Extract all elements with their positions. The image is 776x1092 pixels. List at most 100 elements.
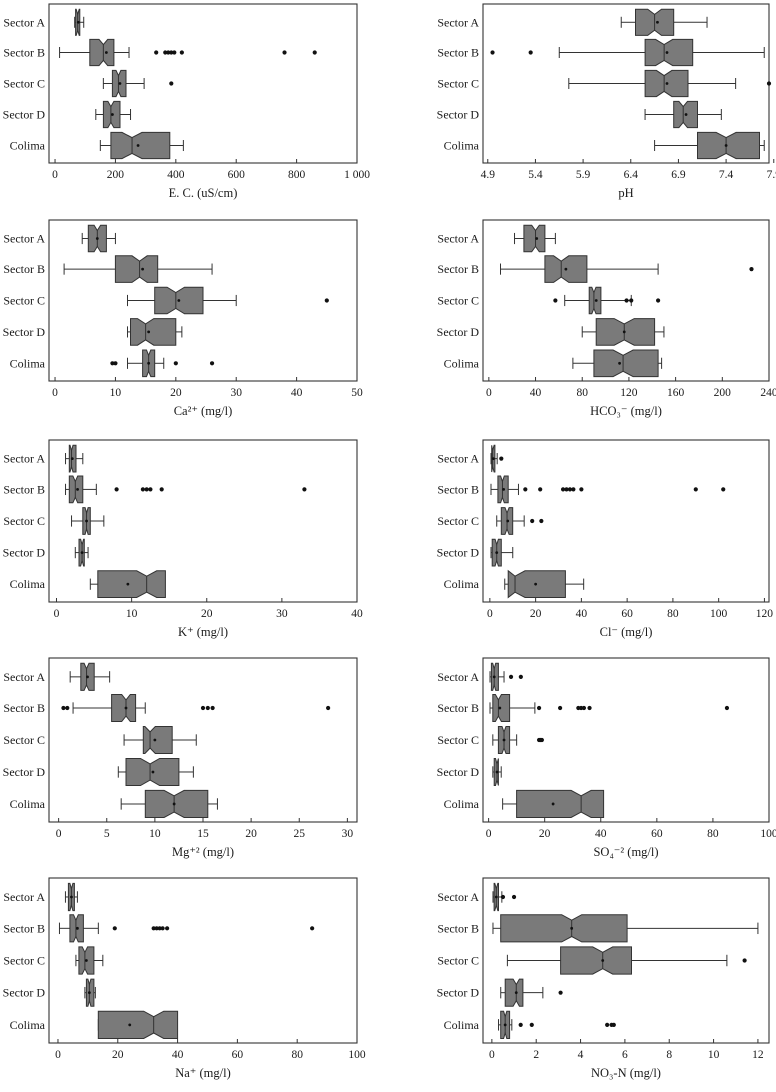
category-label: Sector D — [3, 546, 46, 560]
box-group: Sector B — [437, 38, 765, 67]
mean-marker — [492, 675, 496, 679]
outlier-point — [326, 705, 331, 711]
outlier-point — [656, 298, 661, 303]
x-tick-label: 60 — [651, 828, 663, 840]
outlier-point — [571, 487, 576, 492]
mean-marker — [684, 113, 688, 116]
outlier-point — [210, 705, 215, 711]
box-group: Colima — [444, 569, 585, 599]
box-body — [697, 131, 760, 160]
chart-panel-cl: 0 20 40 60 80 100 120 Cl⁻ (mg/l) Sector A Sector … — [437, 439, 773, 639]
x-tick-label: 100 — [348, 1049, 366, 1061]
box-group: Sector D — [3, 538, 89, 567]
x-tick-label: 20 — [112, 1049, 124, 1061]
mean-marker — [656, 20, 659, 24]
mean-marker — [494, 895, 498, 899]
category-label: Sector A — [3, 670, 45, 684]
category-label: Sector D — [437, 546, 480, 560]
outlier-point — [528, 50, 533, 55]
x-tick-label: 12 — [752, 1049, 764, 1061]
x-tick-label: 7.9 — [767, 169, 776, 181]
x-tick-label: 40 — [595, 828, 607, 840]
x-axis-label: Na⁺ (mg/l) — [175, 1066, 231, 1080]
box-body — [500, 914, 628, 943]
box-group: Colima — [444, 349, 663, 378]
x-tick-label: 0 — [52, 169, 58, 181]
category-label: Sector A — [437, 15, 479, 29]
outlier-point — [766, 81, 772, 86]
mean-marker — [80, 551, 84, 554]
chart-panel-k: 0 10 20 30 40 K⁺ (mg/l) Sector A Sector B Sector… — [3, 439, 363, 639]
chart-panel-na: 0 20 40 60 80 100 Na⁺ (mg/l) Sector A Sector B Se… — [3, 877, 366, 1080]
category-label: Sector B — [3, 921, 45, 935]
mean-marker — [594, 299, 598, 302]
outlier-point — [302, 487, 307, 492]
outlier-point — [144, 487, 149, 492]
outlier-point — [530, 518, 535, 524]
x-tick-label: 600 — [228, 169, 246, 181]
category-label: Sector B — [437, 262, 479, 276]
x-axis-label: NO₃-N (mg/l) — [591, 1066, 661, 1080]
x-tick-label: 40 — [351, 608, 363, 620]
category-label: Sector A — [437, 670, 479, 684]
mean-marker — [151, 770, 155, 774]
box-group: Sector B — [3, 475, 307, 504]
category-label: Sector D — [3, 986, 46, 1000]
x-tick-label: 80 — [707, 828, 719, 840]
box-group: Sector C — [437, 69, 772, 98]
mean-marker — [70, 895, 73, 899]
box-body — [560, 946, 632, 975]
mean-marker — [76, 20, 80, 24]
box-body — [89, 38, 115, 67]
outlier-point — [160, 926, 165, 931]
mean-marker — [147, 361, 151, 365]
box-body — [68, 475, 84, 504]
x-tick-label: 7.4 — [719, 169, 734, 181]
x-tick-label: 40 — [291, 387, 303, 399]
outlier-point — [312, 50, 317, 55]
box-group: Sector C — [437, 286, 661, 315]
chart-panel-mg: 0 5 10 15 20 25 30 Mg⁺² (mg/l) Sector A Sector B S… — [3, 657, 358, 859]
box-group: Sector C — [3, 726, 197, 754]
x-tick-label: 1 000 — [344, 169, 370, 181]
category-label: Sector A — [3, 15, 45, 29]
box-group: Sector A — [3, 882, 78, 912]
mean-marker — [570, 926, 574, 930]
outlier-point — [508, 674, 514, 679]
category-label: Sector B — [437, 921, 479, 935]
outlier-point — [587, 705, 592, 711]
outlier-point — [114, 487, 119, 492]
outlier-point — [159, 487, 164, 492]
x-tick-label: 10 — [126, 608, 138, 620]
mean-marker — [495, 770, 499, 774]
x-tick-label: 50 — [351, 387, 363, 399]
category-label: Sector C — [437, 514, 479, 528]
category-label: Sector C — [3, 514, 45, 528]
x-tick-label: 20 — [539, 828, 551, 840]
outlier-point — [539, 518, 544, 524]
x-tick-label: 120 — [620, 387, 638, 399]
mean-marker — [86, 675, 89, 679]
outlier-point — [511, 894, 517, 900]
box-body — [97, 570, 166, 598]
outlier-point — [154, 926, 159, 931]
x-axis-label: E. C. (uS/cm) — [169, 186, 238, 200]
mean-marker — [601, 959, 605, 962]
outlier-point — [579, 487, 584, 492]
x-tick-label: 200 — [714, 387, 732, 399]
box-body — [130, 318, 177, 346]
x-tick-label: 2 — [533, 1049, 539, 1061]
outlier-point — [113, 361, 118, 366]
x-tick-label: 40 — [576, 608, 588, 620]
box-group: Sector C — [437, 507, 544, 535]
mean-marker — [502, 488, 505, 491]
box-group: Sector A — [3, 444, 84, 473]
outlier-point — [65, 705, 70, 711]
category-label: Sector B — [437, 45, 479, 59]
box-group: Sector D — [3, 318, 183, 346]
outlier-point — [564, 487, 569, 492]
box-group: Sector D — [3, 758, 194, 786]
outlier-point — [157, 926, 162, 931]
outlier-point — [282, 50, 287, 55]
outlier-point — [560, 487, 566, 492]
